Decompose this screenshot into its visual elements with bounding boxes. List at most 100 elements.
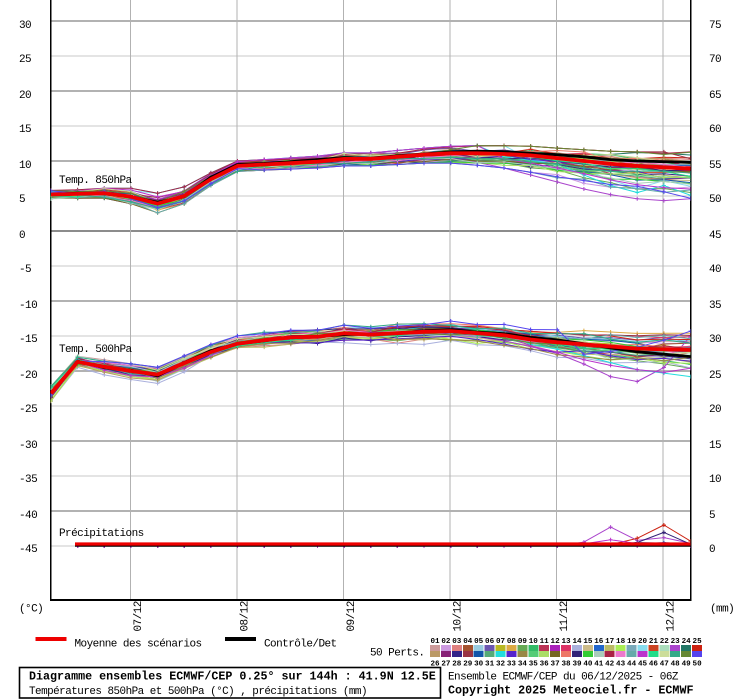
svg-text:49: 49 bbox=[682, 661, 692, 669]
svg-text:Moyenne des scénarios: Moyenne des scénarios bbox=[75, 639, 202, 651]
svg-text:16: 16 bbox=[594, 638, 604, 646]
svg-text:Copyright 2025 Meteociel.fr -: Copyright 2025 Meteociel.fr - ECMWF bbox=[448, 684, 693, 698]
svg-text:13: 13 bbox=[561, 638, 571, 646]
svg-text:(mm): (mm) bbox=[710, 604, 734, 616]
svg-text:41: 41 bbox=[594, 661, 604, 669]
svg-text:21: 21 bbox=[649, 638, 659, 646]
svg-text:30: 30 bbox=[19, 20, 31, 32]
svg-text:46: 46 bbox=[649, 661, 659, 669]
svg-text:11: 11 bbox=[540, 638, 550, 646]
svg-text:39: 39 bbox=[572, 661, 582, 669]
svg-text:24: 24 bbox=[682, 638, 692, 646]
svg-text:Diagramme ensembles ECMWF/CEP: Diagramme ensembles ECMWF/CEP 0.25° sur … bbox=[29, 670, 436, 684]
svg-text:08/12: 08/12 bbox=[240, 601, 252, 631]
svg-text:28: 28 bbox=[452, 661, 462, 669]
svg-text:45: 45 bbox=[709, 230, 721, 242]
svg-text:20: 20 bbox=[709, 404, 721, 416]
svg-text:03: 03 bbox=[452, 638, 462, 646]
svg-text:Temp. 850hPa: Temp. 850hPa bbox=[59, 175, 133, 187]
svg-text:25: 25 bbox=[709, 370, 721, 382]
svg-text:48: 48 bbox=[671, 661, 681, 669]
svg-text:33: 33 bbox=[507, 661, 517, 669]
svg-text:09: 09 bbox=[518, 638, 528, 646]
svg-text:47: 47 bbox=[660, 661, 670, 669]
svg-text:30: 30 bbox=[709, 334, 721, 346]
svg-text:06: 06 bbox=[485, 638, 495, 646]
svg-text:17: 17 bbox=[605, 638, 615, 646]
svg-text:Températures 850hPa et 500hPa: Températures 850hPa et 500hPa (°C) , pré… bbox=[29, 686, 367, 698]
svg-text:-35: -35 bbox=[19, 474, 37, 486]
svg-text:34: 34 bbox=[518, 661, 528, 669]
svg-text:5: 5 bbox=[19, 194, 25, 206]
svg-text:25: 25 bbox=[693, 638, 703, 646]
svg-text:32: 32 bbox=[496, 661, 506, 669]
svg-text:0: 0 bbox=[19, 230, 25, 242]
svg-text:Ensemble ECMWF/CEP du 06/12/20: Ensemble ECMWF/CEP du 06/12/2025 - 06Z bbox=[448, 672, 679, 684]
svg-text:50 Perts.: 50 Perts. bbox=[370, 648, 424, 660]
svg-text:35: 35 bbox=[709, 300, 721, 312]
svg-text:0: 0 bbox=[709, 544, 715, 556]
svg-text:-40: -40 bbox=[19, 510, 37, 522]
svg-text:50: 50 bbox=[693, 661, 703, 669]
svg-text:31: 31 bbox=[485, 661, 495, 669]
svg-text:36: 36 bbox=[540, 661, 550, 669]
svg-text:-30: -30 bbox=[19, 440, 37, 452]
svg-text:30: 30 bbox=[474, 661, 484, 669]
svg-text:55: 55 bbox=[709, 160, 721, 172]
svg-text:Temp. 500hPa: Temp. 500hPa bbox=[59, 344, 133, 356]
svg-text:44: 44 bbox=[627, 661, 637, 669]
svg-text:11/12: 11/12 bbox=[559, 601, 571, 631]
svg-text:35: 35 bbox=[529, 661, 539, 669]
svg-text:08: 08 bbox=[507, 638, 517, 646]
svg-text:40: 40 bbox=[583, 661, 593, 669]
svg-text:-20: -20 bbox=[19, 370, 37, 382]
svg-text:-15: -15 bbox=[19, 334, 37, 346]
svg-text:-10: -10 bbox=[19, 300, 37, 312]
svg-text:5: 5 bbox=[709, 510, 715, 522]
svg-text:43: 43 bbox=[616, 661, 626, 669]
svg-text:42: 42 bbox=[605, 661, 615, 669]
svg-text:18: 18 bbox=[616, 638, 626, 646]
svg-text:07/12: 07/12 bbox=[133, 601, 145, 631]
svg-text:45: 45 bbox=[638, 661, 648, 669]
svg-text:29: 29 bbox=[463, 661, 473, 669]
svg-text:(°C): (°C) bbox=[19, 604, 43, 616]
svg-text:75: 75 bbox=[709, 20, 721, 32]
svg-text:Contrôle/Det: Contrôle/Det bbox=[264, 639, 337, 651]
svg-text:25: 25 bbox=[19, 54, 31, 66]
svg-text:10: 10 bbox=[529, 638, 539, 646]
svg-text:05: 05 bbox=[474, 638, 484, 646]
svg-text:10: 10 bbox=[709, 474, 721, 486]
svg-text:01: 01 bbox=[430, 638, 440, 646]
svg-text:15: 15 bbox=[709, 440, 721, 452]
svg-text:65: 65 bbox=[709, 90, 721, 102]
svg-text:38: 38 bbox=[561, 661, 571, 669]
svg-text:12/12: 12/12 bbox=[666, 601, 678, 631]
svg-text:14: 14 bbox=[572, 638, 582, 646]
svg-text:20: 20 bbox=[19, 90, 31, 102]
svg-text:10/12: 10/12 bbox=[453, 601, 465, 631]
svg-text:12: 12 bbox=[551, 638, 561, 646]
svg-text:37: 37 bbox=[551, 661, 561, 669]
svg-text:19: 19 bbox=[627, 638, 637, 646]
svg-text:02: 02 bbox=[441, 638, 451, 646]
svg-text:20: 20 bbox=[638, 638, 648, 646]
svg-text:27: 27 bbox=[441, 661, 451, 669]
svg-text:50: 50 bbox=[709, 194, 721, 206]
svg-text:07: 07 bbox=[496, 638, 506, 646]
svg-text:40: 40 bbox=[709, 264, 721, 276]
svg-text:09/12: 09/12 bbox=[346, 601, 358, 631]
svg-text:-45: -45 bbox=[19, 544, 37, 556]
svg-text:-5: -5 bbox=[19, 264, 31, 276]
svg-text:70: 70 bbox=[709, 54, 721, 66]
svg-text:26: 26 bbox=[430, 661, 440, 669]
svg-text:15: 15 bbox=[583, 638, 593, 646]
svg-text:15: 15 bbox=[19, 124, 31, 136]
svg-text:10: 10 bbox=[19, 160, 31, 172]
svg-text:Précipitations: Précipitations bbox=[59, 528, 144, 540]
svg-text:23: 23 bbox=[671, 638, 681, 646]
svg-text:-25: -25 bbox=[19, 404, 37, 416]
svg-text:60: 60 bbox=[709, 124, 721, 136]
svg-text:22: 22 bbox=[660, 638, 670, 646]
svg-text:04: 04 bbox=[463, 638, 473, 646]
